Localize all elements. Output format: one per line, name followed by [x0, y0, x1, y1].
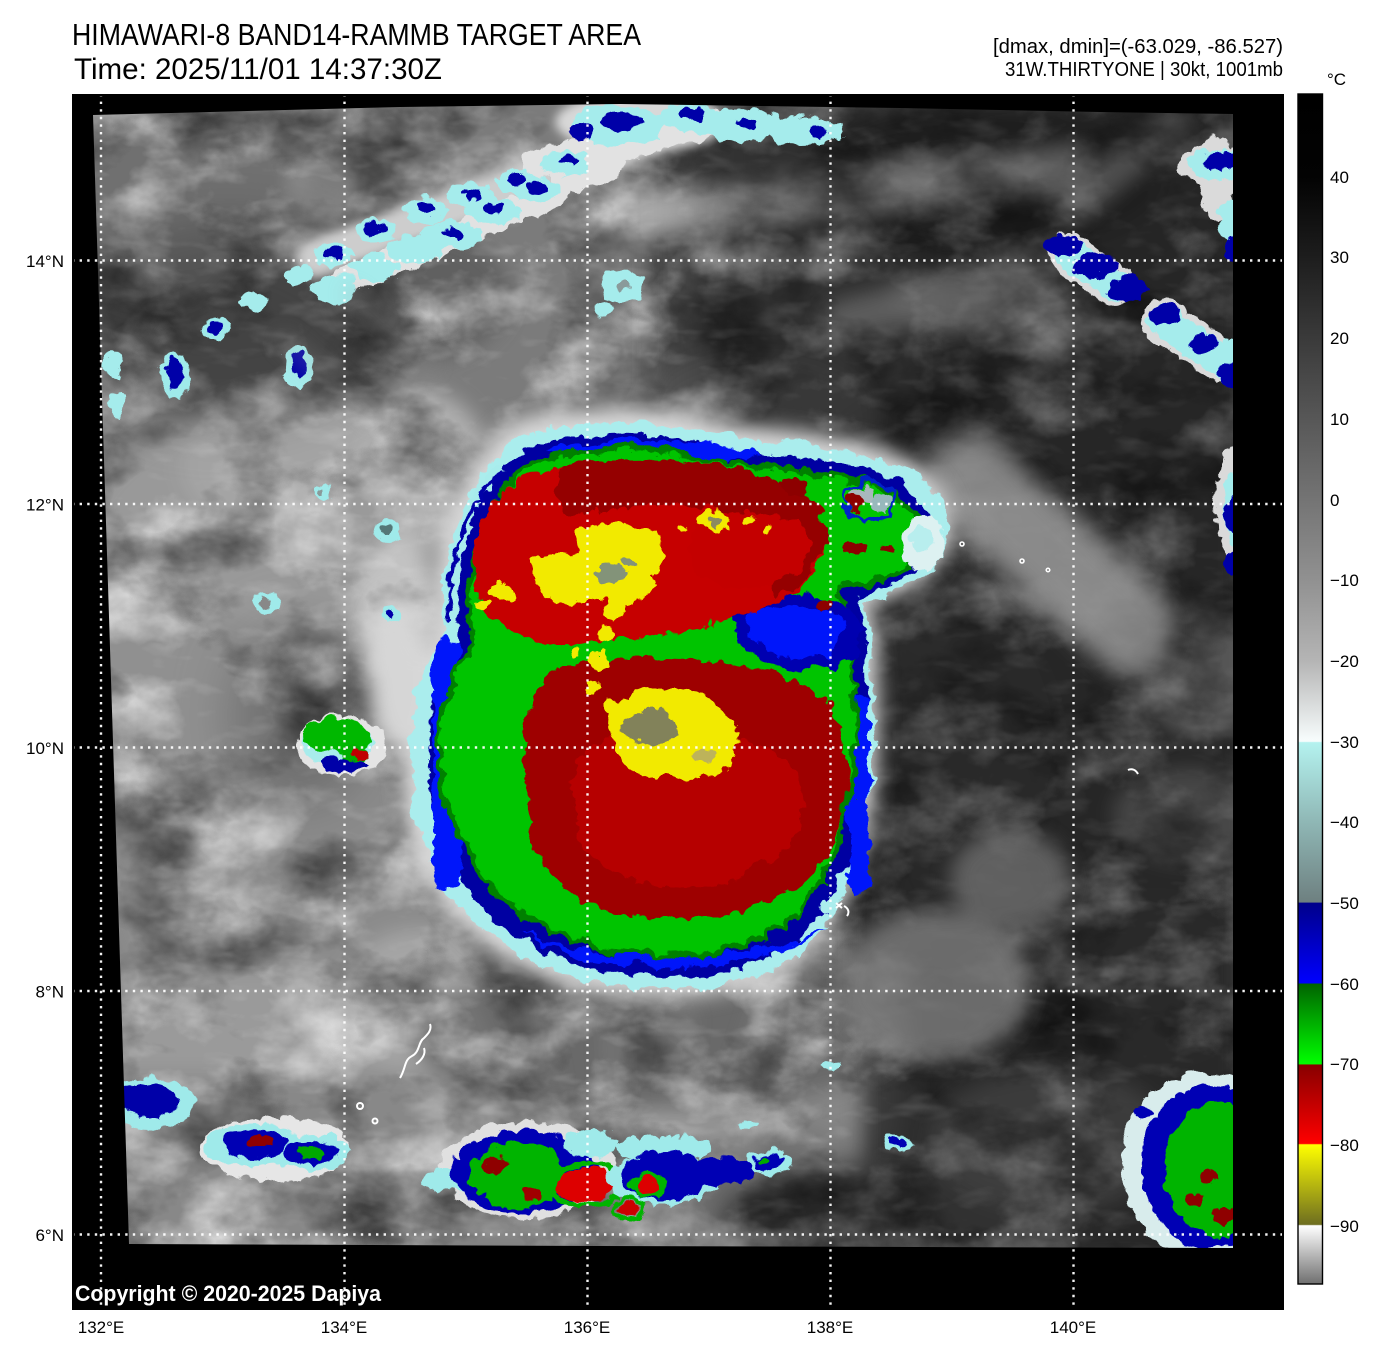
svg-text:−40: −40 — [1330, 813, 1359, 832]
svg-text:HIMAWARI-8 BAND14-RAMMB TARGET: HIMAWARI-8 BAND14-RAMMB TARGET AREA — [72, 17, 641, 52]
svg-text:31W.THIRTYONE | 30kt, 1001mb: 31W.THIRTYONE | 30kt, 1001mb — [1005, 59, 1283, 81]
svg-text:−80: −80 — [1330, 1136, 1359, 1155]
svg-text:−90: −90 — [1330, 1217, 1359, 1236]
svg-text:20: 20 — [1330, 329, 1349, 348]
svg-text:138°E: 138°E — [807, 1318, 854, 1337]
svg-text:Time: 2025/11/01 14:37:30Z: Time: 2025/11/01 14:37:30Z — [74, 53, 442, 86]
svg-text:−50: −50 — [1330, 894, 1359, 913]
svg-text:0: 0 — [1330, 491, 1339, 510]
svg-text:−60: −60 — [1330, 975, 1359, 994]
svg-text:10°N: 10°N — [26, 739, 64, 758]
svg-text:−70: −70 — [1330, 1055, 1359, 1074]
svg-text:Copyright © 2020-2025 Dapiya: Copyright © 2020-2025 Dapiya — [75, 1281, 382, 1306]
svg-text:°C: °C — [1327, 70, 1346, 89]
svg-text:134°E: 134°E — [321, 1318, 368, 1337]
svg-text:40: 40 — [1330, 168, 1349, 187]
svg-text:−10: −10 — [1330, 571, 1359, 590]
svg-text:10: 10 — [1330, 410, 1349, 429]
svg-text:14°N: 14°N — [26, 252, 64, 271]
svg-text:132°E: 132°E — [78, 1318, 125, 1337]
svg-text:−30: −30 — [1330, 733, 1359, 752]
svg-text:140°E: 140°E — [1050, 1318, 1097, 1337]
svg-text:136°E: 136°E — [564, 1318, 611, 1337]
svg-text:−20: −20 — [1330, 652, 1359, 671]
svg-text:30: 30 — [1330, 248, 1349, 267]
svg-text:6°N: 6°N — [35, 1226, 64, 1245]
svg-text:[dmax, dmin]=(-63.029, -86.527: [dmax, dmin]=(-63.029, -86.527) — [993, 36, 1283, 58]
svg-text:8°N: 8°N — [35, 983, 64, 1002]
svg-text:12°N: 12°N — [26, 496, 64, 515]
